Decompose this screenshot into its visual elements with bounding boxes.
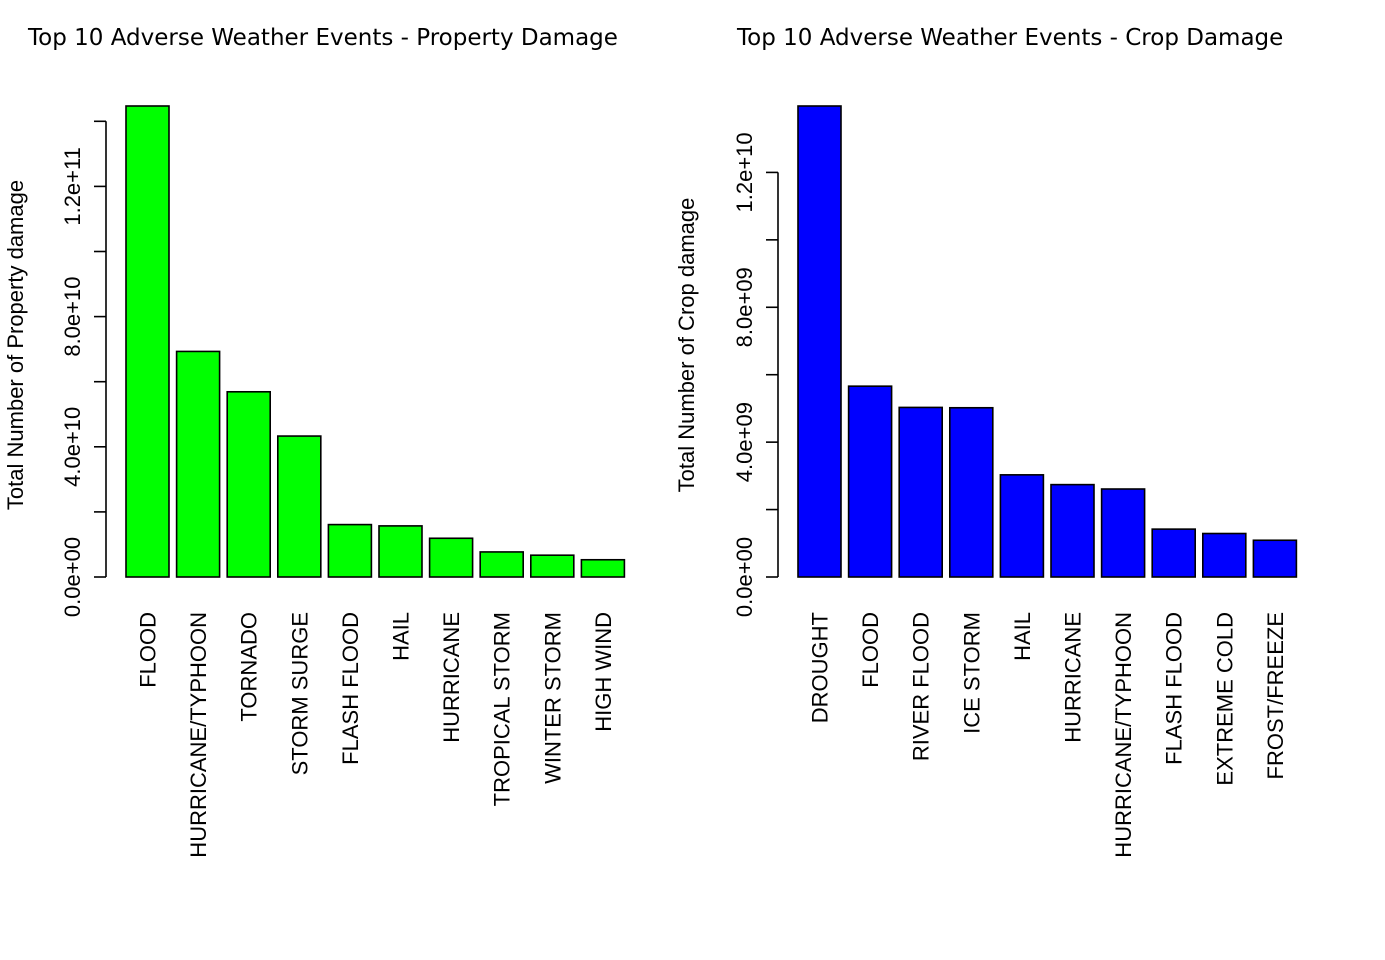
property-chart-title: Top 10 Adverse Weather Events - Property…: [27, 25, 618, 51]
crop-category-label: HURRICANE: [1061, 612, 1086, 743]
property-category-label: TROPICAL STORM: [490, 612, 515, 806]
property-y-tick-label: 8.0e+10: [60, 277, 85, 357]
crop-y-tick-label: 8.0e+09: [732, 267, 757, 347]
property-bar: [428, 537, 474, 578]
crop-category-label: FROST/FREEZE: [1263, 612, 1288, 779]
crop-bar: [847, 385, 893, 578]
crop-damage-chart: Top 10 Adverse Weather Events - Crop Dam…: [674, 25, 1298, 858]
property-y-tick-label: 4.0e+10: [60, 407, 85, 487]
crop-category-label: HAIL: [1010, 612, 1035, 661]
crop-category-label: RIVER FLOOD: [909, 612, 934, 761]
property-category-label: WINTER STORM: [540, 612, 565, 784]
crop-category-label: ICE STORM: [959, 612, 984, 734]
crop-y-tick-label: 4.0e+09: [732, 402, 757, 482]
crop-category-label: FLASH FLOOD: [1162, 612, 1187, 765]
property-bar: [327, 523, 373, 578]
crop-bar: [898, 406, 944, 578]
crop-bar: [1100, 488, 1146, 578]
property-bar: [175, 350, 221, 578]
property-y-axis-label: Total Number of Property damage: [3, 180, 28, 510]
property-category-label: HIGH WIND: [591, 612, 616, 732]
crop-bar: [1202, 532, 1247, 578]
property-bar: [479, 551, 525, 578]
crop-category-label: HURRICANE/TYPHOON: [1111, 612, 1136, 858]
property-bar: [580, 558, 626, 578]
property-bar: [125, 105, 170, 578]
crop-bar: [1151, 528, 1196, 578]
property-category-label: TORNADO: [237, 612, 262, 722]
crop-category-label: EXTREME COLD: [1212, 612, 1237, 786]
crop-bar: [1252, 539, 1298, 578]
property-damage-chart: Top 10 Adverse Weather Events - Property…: [3, 25, 626, 858]
crop-bar: [797, 105, 842, 578]
crop-category-label: FLOOD: [858, 612, 883, 688]
crop-bar: [1050, 483, 1095, 578]
property-category-label: STORM SURGE: [287, 612, 312, 775]
property-category-label: HURRICANE/TYPHOON: [186, 612, 211, 858]
property-y-tick-label: 1.2e+11: [60, 147, 85, 226]
property-bar: [276, 435, 322, 578]
property-category-label: HAIL: [389, 612, 414, 661]
crop-y-axis-label: Total Number of Crop damage: [674, 198, 699, 493]
crop-y-tick-label: 1.2e+10: [732, 132, 757, 212]
property-y-tick-label: 0.0e+00: [60, 537, 85, 617]
crop-bar: [999, 474, 1045, 578]
crop-category-label: DROUGHT: [808, 612, 833, 723]
crop-bar: [948, 406, 994, 578]
property-category-label: HURRICANE: [439, 612, 464, 743]
property-bar: [226, 390, 271, 578]
property-bar: [378, 525, 423, 578]
property-category-label: FLASH FLOOD: [338, 612, 363, 765]
crop-y-tick-label: 0.0e+00: [732, 537, 757, 617]
crop-chart-title: Top 10 Adverse Weather Events - Crop Dam…: [736, 25, 1283, 51]
property-category-label: FLOOD: [136, 612, 161, 688]
property-bar: [529, 554, 575, 578]
